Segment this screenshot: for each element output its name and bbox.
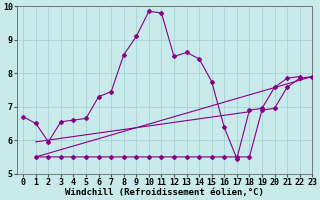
- X-axis label: Windchill (Refroidissement éolien,°C): Windchill (Refroidissement éolien,°C): [65, 188, 264, 197]
